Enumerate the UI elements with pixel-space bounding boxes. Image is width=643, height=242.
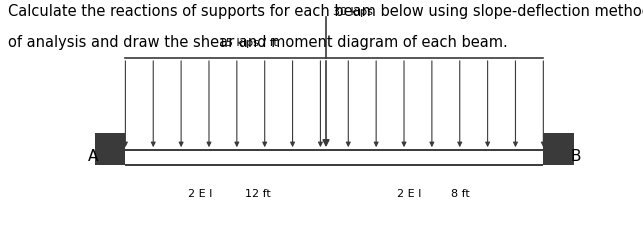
Text: 15 kips / ft: 15 kips / ft (219, 38, 277, 48)
Text: 30 kips: 30 kips (333, 7, 373, 17)
Text: B: B (570, 149, 581, 164)
Text: 8 ft: 8 ft (451, 189, 470, 199)
Text: 12 ft: 12 ft (245, 189, 271, 199)
Text: 2 E I: 2 E I (188, 189, 212, 199)
Text: of analysis and draw the shear and moment diagram of each beam.: of analysis and draw the shear and momen… (8, 35, 507, 50)
Bar (543, 133, 574, 165)
Text: A: A (88, 149, 98, 164)
Bar (95, 133, 125, 165)
Text: 2 E I: 2 E I (397, 189, 421, 199)
Text: Calculate the reactions of supports for each beam below using slope-deflection m: Calculate the reactions of supports for … (8, 4, 643, 19)
